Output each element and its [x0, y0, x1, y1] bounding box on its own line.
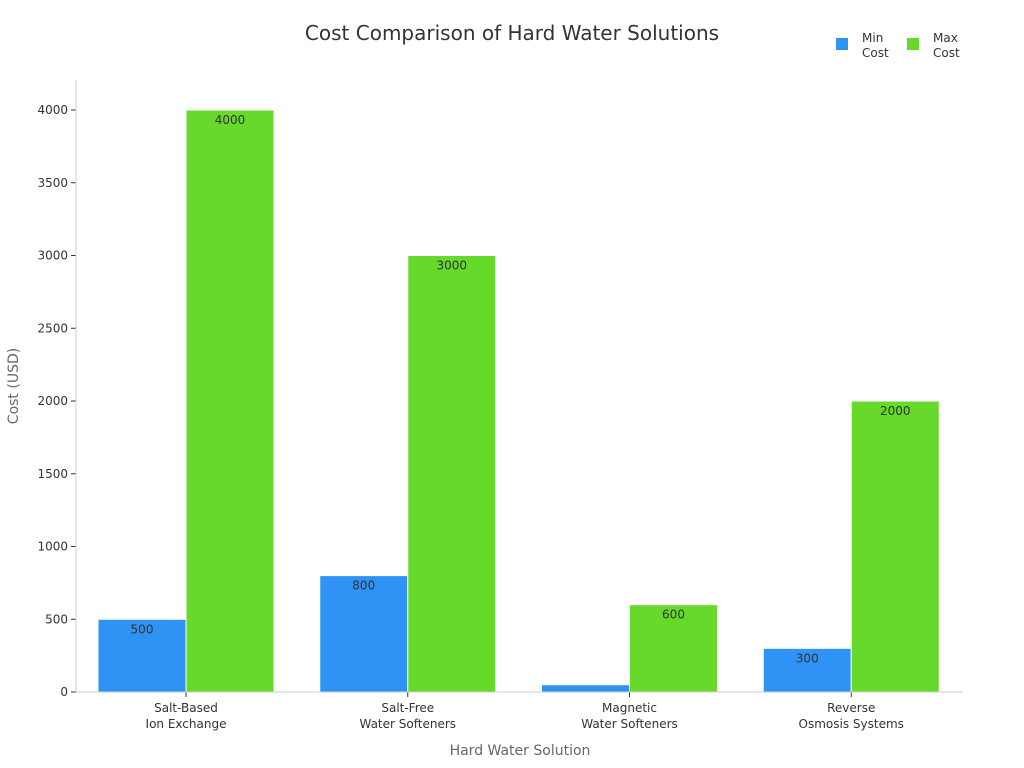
y-tick-label: 1000 — [37, 540, 68, 554]
legend-swatch — [836, 38, 848, 50]
x-tick-label: Water Softeners — [359, 717, 456, 731]
y-tick-label: 500 — [45, 612, 68, 626]
bar-max-cost — [185, 109, 275, 693]
legend-label: Cost — [862, 46, 889, 60]
bar-group — [97, 109, 940, 693]
legend-swatch — [907, 38, 919, 50]
data-label: 4000 — [215, 113, 246, 127]
bar-max-cost — [407, 255, 497, 693]
x-tick-label: Osmosis Systems — [799, 717, 904, 731]
data-label: 300 — [796, 651, 819, 665]
y-tick-label: 2000 — [37, 394, 68, 408]
chart-title: Cost Comparison of Hard Water Solutions — [305, 21, 719, 45]
x-axis-title: Hard Water Solution — [450, 743, 591, 759]
legend-label: Max — [933, 31, 958, 45]
data-labels: 500 800 300 4000 3000 600 2000 — [131, 113, 911, 665]
bar-max-cost — [850, 400, 940, 693]
data-label: 800 — [352, 579, 375, 593]
y-axis-ticks: 0 500 1000 1500 2000 2500 3000 3500 4000 — [37, 103, 76, 699]
legend-label: Min — [862, 31, 883, 45]
y-tick-label: 1500 — [37, 467, 68, 481]
x-tick-label: Ion Exchange — [146, 717, 227, 731]
y-tick-label: 3000 — [37, 249, 68, 263]
legend-label: Cost — [933, 46, 960, 60]
x-tick-label: Water Softeners — [581, 717, 678, 731]
x-axis-ticks: Salt-Based Ion Exchange Salt-Free Water Sof… — [146, 692, 904, 731]
y-tick-label: 0 — [60, 685, 68, 699]
x-tick-label: Salt-Free — [381, 701, 434, 715]
y-tick-label: 3500 — [37, 176, 68, 190]
bar-min-cost — [541, 684, 630, 693]
bar-min-cost — [319, 575, 409, 693]
x-tick-label: Magnetic — [602, 701, 657, 715]
data-label: 500 — [131, 622, 154, 636]
data-label: 2000 — [880, 404, 911, 418]
x-tick-label: Reverse — [827, 701, 875, 715]
x-tick-label: Salt-Based — [154, 701, 218, 715]
data-label: 600 — [662, 608, 685, 622]
data-label: 3000 — [436, 259, 467, 273]
y-tick-label: 4000 — [37, 103, 68, 117]
y-axis-title: Cost (USD) — [6, 348, 22, 424]
y-tick-label: 2500 — [37, 321, 68, 335]
